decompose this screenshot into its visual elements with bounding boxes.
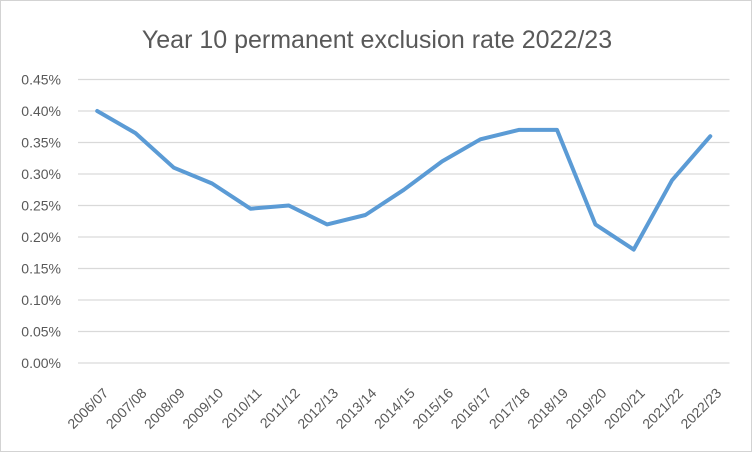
x-tick-label: 2010/11 — [218, 385, 265, 432]
x-tick-label: 2008/09 — [141, 385, 188, 432]
y-tick-label: 0.05% — [21, 323, 61, 339]
gridlines — [78, 78, 730, 364]
y-tick-label: 0.15% — [21, 260, 61, 276]
x-tick-label: 2019/20 — [562, 385, 609, 432]
y-tick-label: 0.40% — [21, 103, 61, 119]
x-tick-label: 2014/15 — [371, 385, 418, 432]
series-line — [95, 109, 713, 252]
y-tick-label: 0.10% — [21, 292, 61, 308]
x-tick-label: 2012/13 — [294, 385, 341, 432]
x-tick-label: 2022/23 — [677, 385, 724, 432]
x-tick-label: 2021/22 — [639, 385, 686, 432]
y-tick-label: 0.45% — [21, 71, 61, 87]
x-tick-label: 2006/07 — [64, 385, 111, 432]
x-tick-label: 2007/08 — [103, 385, 150, 432]
x-tick-label: 2011/12 — [257, 385, 304, 432]
y-tick-label: 0.30% — [21, 166, 61, 182]
x-tick-label: 2017/18 — [486, 385, 533, 432]
x-tick-label: 2009/10 — [179, 385, 226, 432]
y-tick-label: 0.25% — [21, 197, 61, 213]
y-tick-label: 0.20% — [21, 229, 61, 245]
y-axis-labels: 0.00% 0.05% 0.10% 0.15% 0.20% 0.25% 0.30% 0.35%… — [21, 71, 61, 371]
chart-title: Year 10 permanent exclusion rate 2022/23 — [142, 26, 612, 54]
x-tick-label: 2018/19 — [524, 385, 571, 432]
x-tick-label: 2013/14 — [332, 385, 379, 432]
x-axis-labels: 2006/072007/082008/092009/102010/112011/… — [64, 385, 724, 432]
y-tick-label: 0.35% — [21, 134, 61, 150]
x-tick-label: 2015/16 — [409, 385, 456, 432]
x-tick-label: 2020/21 — [601, 385, 648, 432]
x-tick-label: 2016/17 — [447, 385, 494, 432]
y-tick-label: 0.00% — [21, 355, 61, 371]
